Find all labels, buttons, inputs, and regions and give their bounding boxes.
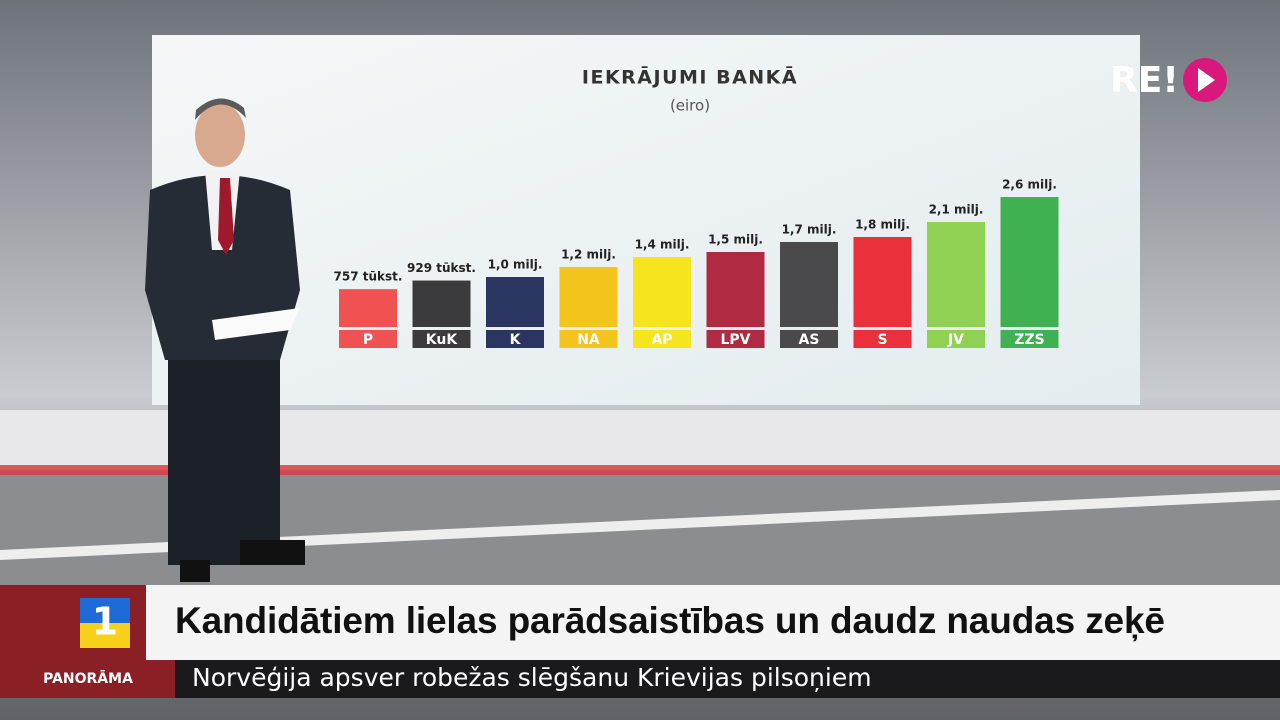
category-box [853,330,912,348]
program-name: PANORĀMA [43,669,133,687]
presenter [145,98,305,582]
category-box [559,330,618,348]
value-label: 1,0 milj. [488,258,543,272]
category-label: P [363,332,373,348]
value-label: 1,2 milj. [561,248,616,262]
category-label: NA [577,332,600,348]
category-box [633,330,691,348]
category-label: AS [799,332,820,348]
category-box [706,330,765,348]
category-box [780,330,838,348]
program-box [0,660,175,698]
category-box [412,330,471,348]
bar [412,280,471,327]
category-box [486,330,544,348]
category-label: LPV [720,332,750,348]
chart-subtitle: (eiro) [670,97,710,115]
bar [559,267,618,327]
value-label: 2,6 milj. [1002,178,1057,192]
chart-title: IEKRĀJUMI BANKĀ [582,66,798,89]
category-label: S [877,332,887,348]
bar [339,289,397,327]
category-label: JV [947,332,964,348]
ticker-text: Norvēģija apsver robežas slēgšanu Krievi… [192,663,872,692]
category-label: ZZS [1014,332,1044,348]
value-label: 929 tūkst. [407,261,476,275]
logo-play-icon [1198,68,1215,92]
value-label: 757 tūkst. [334,270,403,284]
value-label: 1,7 milj. [782,223,837,237]
value-label: 1,5 milj. [708,233,763,247]
category-box [339,330,397,348]
flag-blue [80,598,130,623]
category-box [1000,330,1059,348]
category-label: K [510,332,522,348]
logo-text: RE! [1110,60,1179,101]
bar [927,222,985,327]
value-label: 1,8 milj. [855,218,910,232]
bar [633,257,691,327]
bar [853,237,912,327]
category-label: AP [651,332,672,348]
bar [1000,197,1059,327]
bar [486,277,544,327]
ticker-bar [175,660,1280,698]
studio-light [0,465,1280,475]
category-label: KuK [426,332,459,348]
value-label: 1,4 milj. [635,238,690,252]
headline: Kandidātiem lielas parādsaistības un dau… [175,600,1165,642]
bar [780,242,838,327]
category-box [927,330,985,348]
channel-number: 1 [92,600,118,644]
chart-panel [152,35,1140,405]
bar [706,252,765,327]
value-label: 2,1 milj. [929,203,984,217]
flag-yellow [80,623,130,648]
floor-stripe [0,490,1280,560]
headline-bar [146,585,1280,660]
bar-chart: 757 tūkst. P 929 tūkst. KuK 1,0 milj. K 1,2 mi… [334,178,1059,348]
